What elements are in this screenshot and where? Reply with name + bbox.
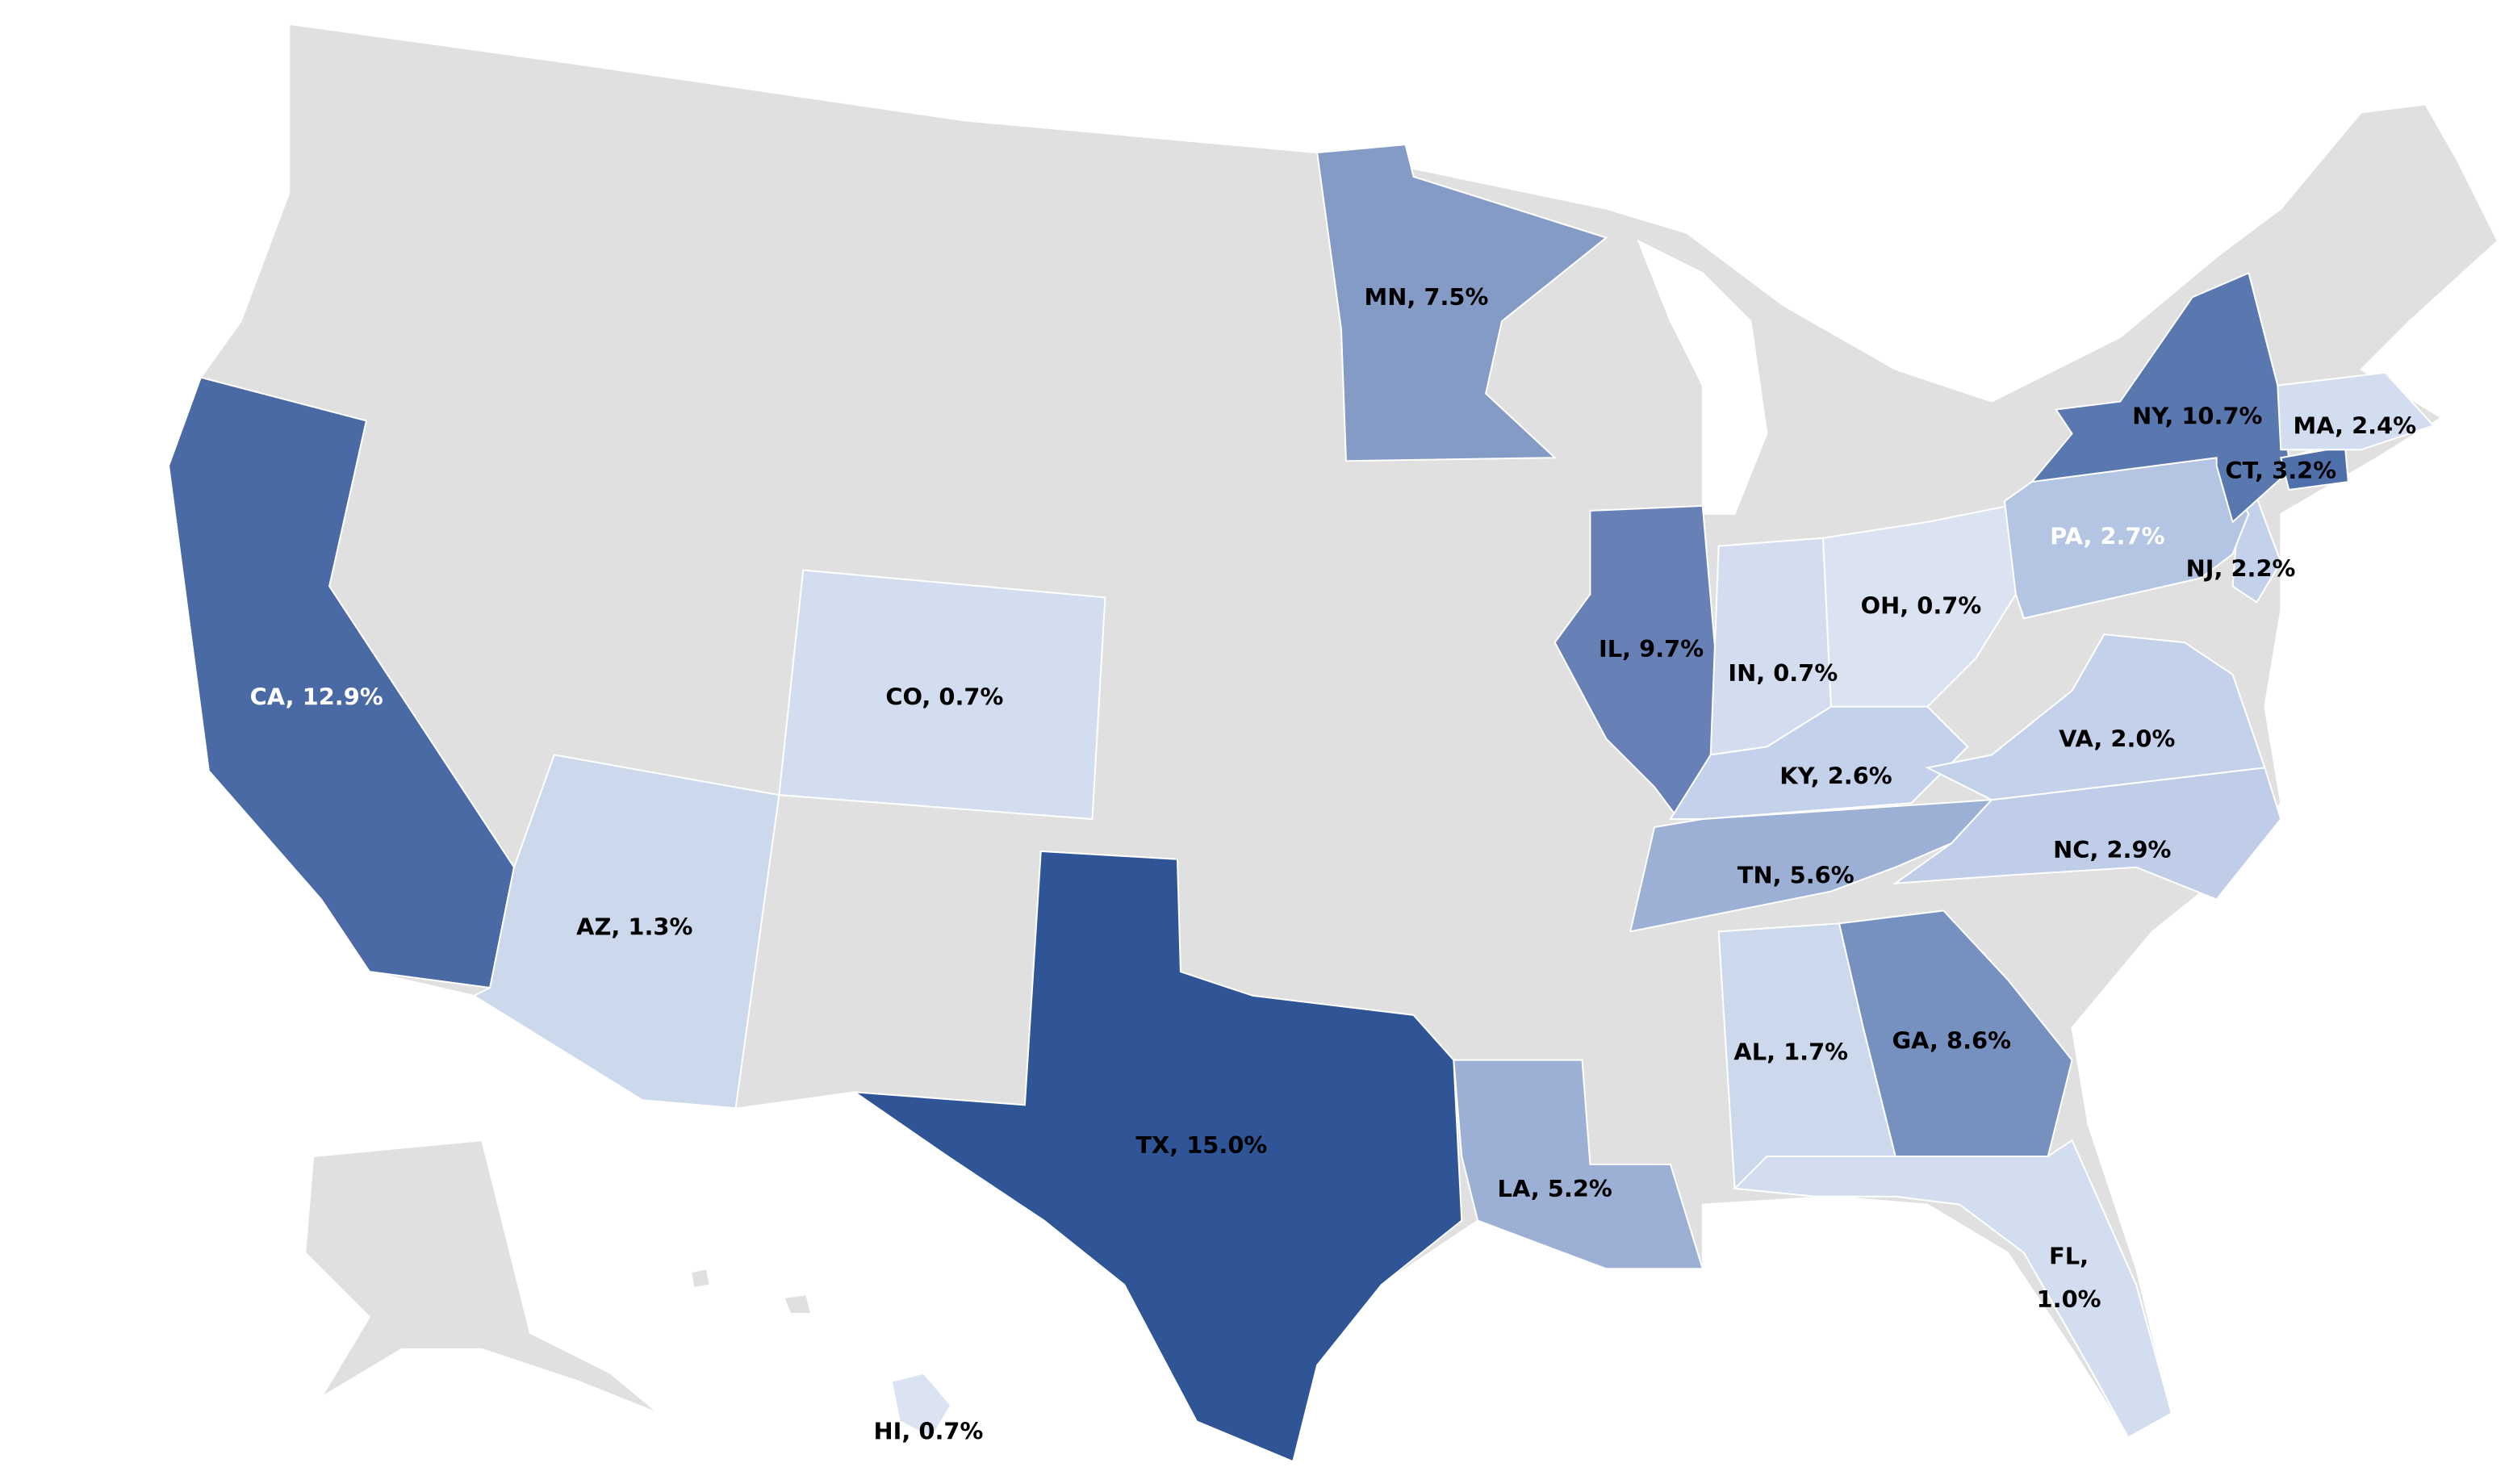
region-label: CO, 0.7%	[885, 683, 1003, 711]
region-label: AZ, 1.3%	[576, 913, 692, 940]
region-label: GA, 8.6%	[1892, 1027, 2012, 1055]
region	[1553, 504, 1720, 821]
region	[1315, 144, 1608, 462]
region-label: IL, 9.7%	[1599, 635, 1704, 663]
region-label: MN, 7.5%	[1365, 283, 1489, 311]
region-label: CT, 3.2%	[2225, 457, 2336, 484]
hawaii-island	[689, 1268, 711, 1290]
region	[2277, 371, 2436, 451]
region-label: MA, 2.4%	[2294, 412, 2417, 439]
region	[1453, 1059, 1704, 1270]
region-label: LA, 5.2%	[1498, 1175, 1612, 1202]
region	[1733, 1139, 2173, 1439]
alaska	[304, 1139, 659, 1415]
region	[1629, 798, 1994, 933]
region-label: FL,	[2049, 1242, 2089, 1269]
region	[2215, 465, 2282, 604]
regions	[168, 144, 2436, 1463]
region	[890, 1372, 952, 1439]
region	[472, 754, 780, 1110]
region-label: NY, 10.7%	[2132, 402, 2262, 429]
region-label: OH, 0.7%	[1861, 592, 1982, 619]
region	[168, 376, 516, 989]
region-label: HI, 0.7%	[874, 1417, 984, 1444]
region-label: IN, 0.7%	[1728, 659, 1838, 687]
labels: CA, 12.9% AZ, 1.3% CO, 0.7% TX, 15.0% MN, 7.…	[250, 283, 2416, 1444]
region-label: PA, 2.7%	[2050, 523, 2164, 550]
region-label: NJ, 2.2%	[2186, 555, 2296, 583]
region-label: AL, 1.7%	[1733, 1039, 1848, 1066]
region-label: VA, 2.0%	[2059, 725, 2175, 753]
region	[778, 569, 1106, 821]
great-lakes-gap	[1637, 239, 1768, 515]
region-label: KY, 2.6%	[1779, 762, 1892, 789]
region-label: TX, 15.0%	[1135, 1131, 1267, 1159]
region-label: NC, 2.9%	[2053, 836, 2171, 863]
region-label: CA, 12.9%	[250, 683, 383, 711]
region	[1669, 705, 1969, 821]
region	[851, 850, 1463, 1463]
region	[1925, 633, 2266, 801]
region-label: 1.0%	[2037, 1285, 2101, 1313]
region-label: TN, 5.6%	[1737, 862, 1855, 889]
hawaii-island	[782, 1294, 813, 1315]
